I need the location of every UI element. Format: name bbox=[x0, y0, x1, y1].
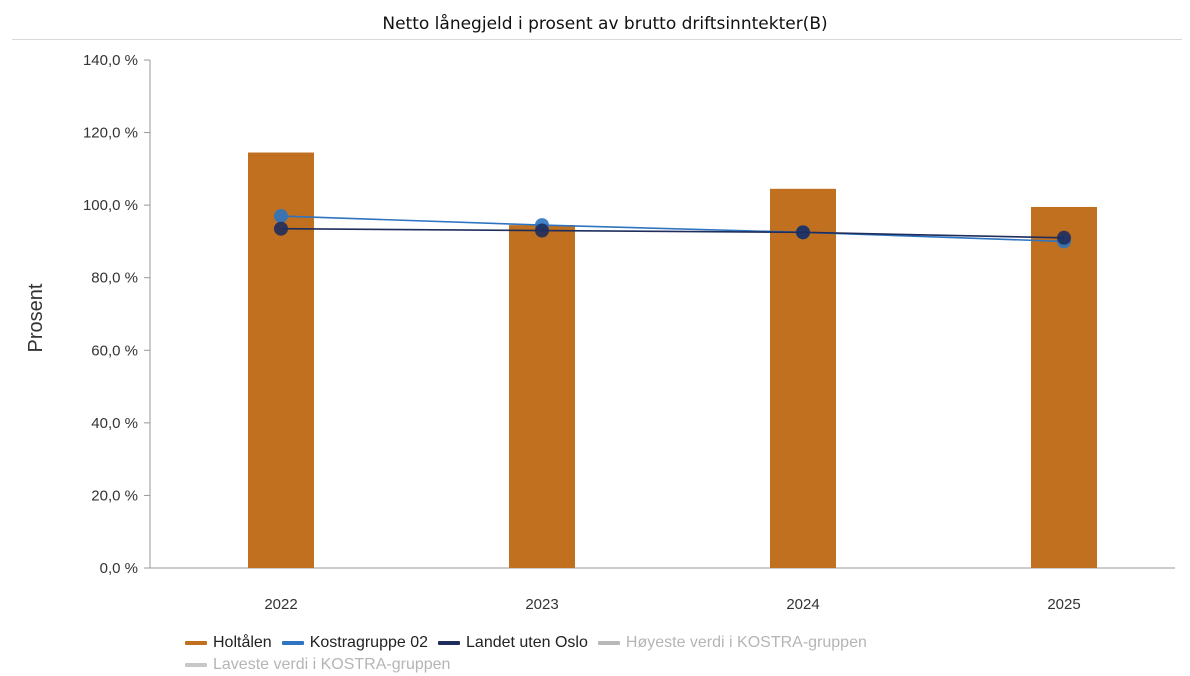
y-tick-label: 140,0 % bbox=[83, 52, 138, 69]
legend-item[interactable]: Høyeste verdi i KOSTRA-gruppen bbox=[597, 632, 867, 654]
bar-series bbox=[248, 152, 1097, 569]
legend-item[interactable]: Kostragruppe 02 bbox=[281, 632, 429, 654]
axes: 0,0 % 20,0 % 40,0 % 60,0 % 80,0 % 100,0 % 120,… bbox=[83, 52, 1175, 613]
legend-label: Høyeste verdi i KOSTRA-gruppen bbox=[625, 634, 867, 651]
y-axis-title: Prosent bbox=[25, 283, 47, 352]
y-tick-label: 80,0 % bbox=[91, 270, 138, 287]
data-point bbox=[1057, 230, 1071, 245]
legend-label: Holtålen bbox=[213, 634, 272, 651]
title-divider bbox=[12, 39, 1182, 40]
legend-swatch bbox=[597, 641, 620, 645]
data-point bbox=[274, 209, 288, 224]
legend-item[interactable]: Landet uten Oslo bbox=[438, 632, 588, 654]
x-tick-label: 2023 bbox=[525, 596, 558, 613]
y-tick-label: 0,0 % bbox=[100, 560, 138, 577]
legend-label: Laveste verdi i KOSTRA-gruppen bbox=[213, 656, 451, 674]
chart-title: Netto lånegjeld i prosent av brutto drif… bbox=[382, 14, 828, 34]
data-point bbox=[274, 221, 288, 236]
data-point bbox=[796, 225, 810, 240]
x-tick-label: 2024 bbox=[786, 596, 819, 613]
legend-item[interactable]: Laveste verdi i KOSTRA-gruppen bbox=[185, 654, 450, 676]
y-tick-label: 120,0 % bbox=[83, 125, 138, 142]
bar bbox=[770, 188, 836, 569]
series-line bbox=[280, 227, 1065, 239]
bar bbox=[509, 225, 575, 568]
bar bbox=[1031, 206, 1097, 568]
series-line bbox=[280, 215, 1065, 243]
legend-swatch bbox=[185, 641, 207, 645]
data-point bbox=[535, 223, 549, 238]
y-tick-label: 20,0 % bbox=[91, 487, 138, 504]
legend-label: Landet uten Oslo bbox=[466, 634, 588, 651]
legend-item[interactable]: Holtålen bbox=[185, 632, 272, 654]
y-tick-label: 100,0 % bbox=[83, 197, 138, 214]
legend-swatch bbox=[281, 641, 304, 645]
legend-swatch bbox=[185, 663, 207, 668]
legend-label: Kostragruppe 02 bbox=[309, 634, 429, 651]
x-tick-label: 2022 bbox=[264, 596, 297, 613]
legend: Holtålen Kostragruppe 02 Landet uten Oslo H… bbox=[185, 632, 1085, 676]
legend-swatch bbox=[438, 641, 461, 645]
chart-plot: 0,0 % 20,0 % 40,0 % 60,0 % 80,0 % 100,0 % 120,… bbox=[25, 52, 1175, 613]
y-tick-label: 40,0 % bbox=[91, 415, 138, 432]
x-tick-label: 2025 bbox=[1047, 596, 1080, 613]
line-series bbox=[274, 209, 1071, 249]
y-tick-label: 60,0 % bbox=[91, 342, 138, 359]
